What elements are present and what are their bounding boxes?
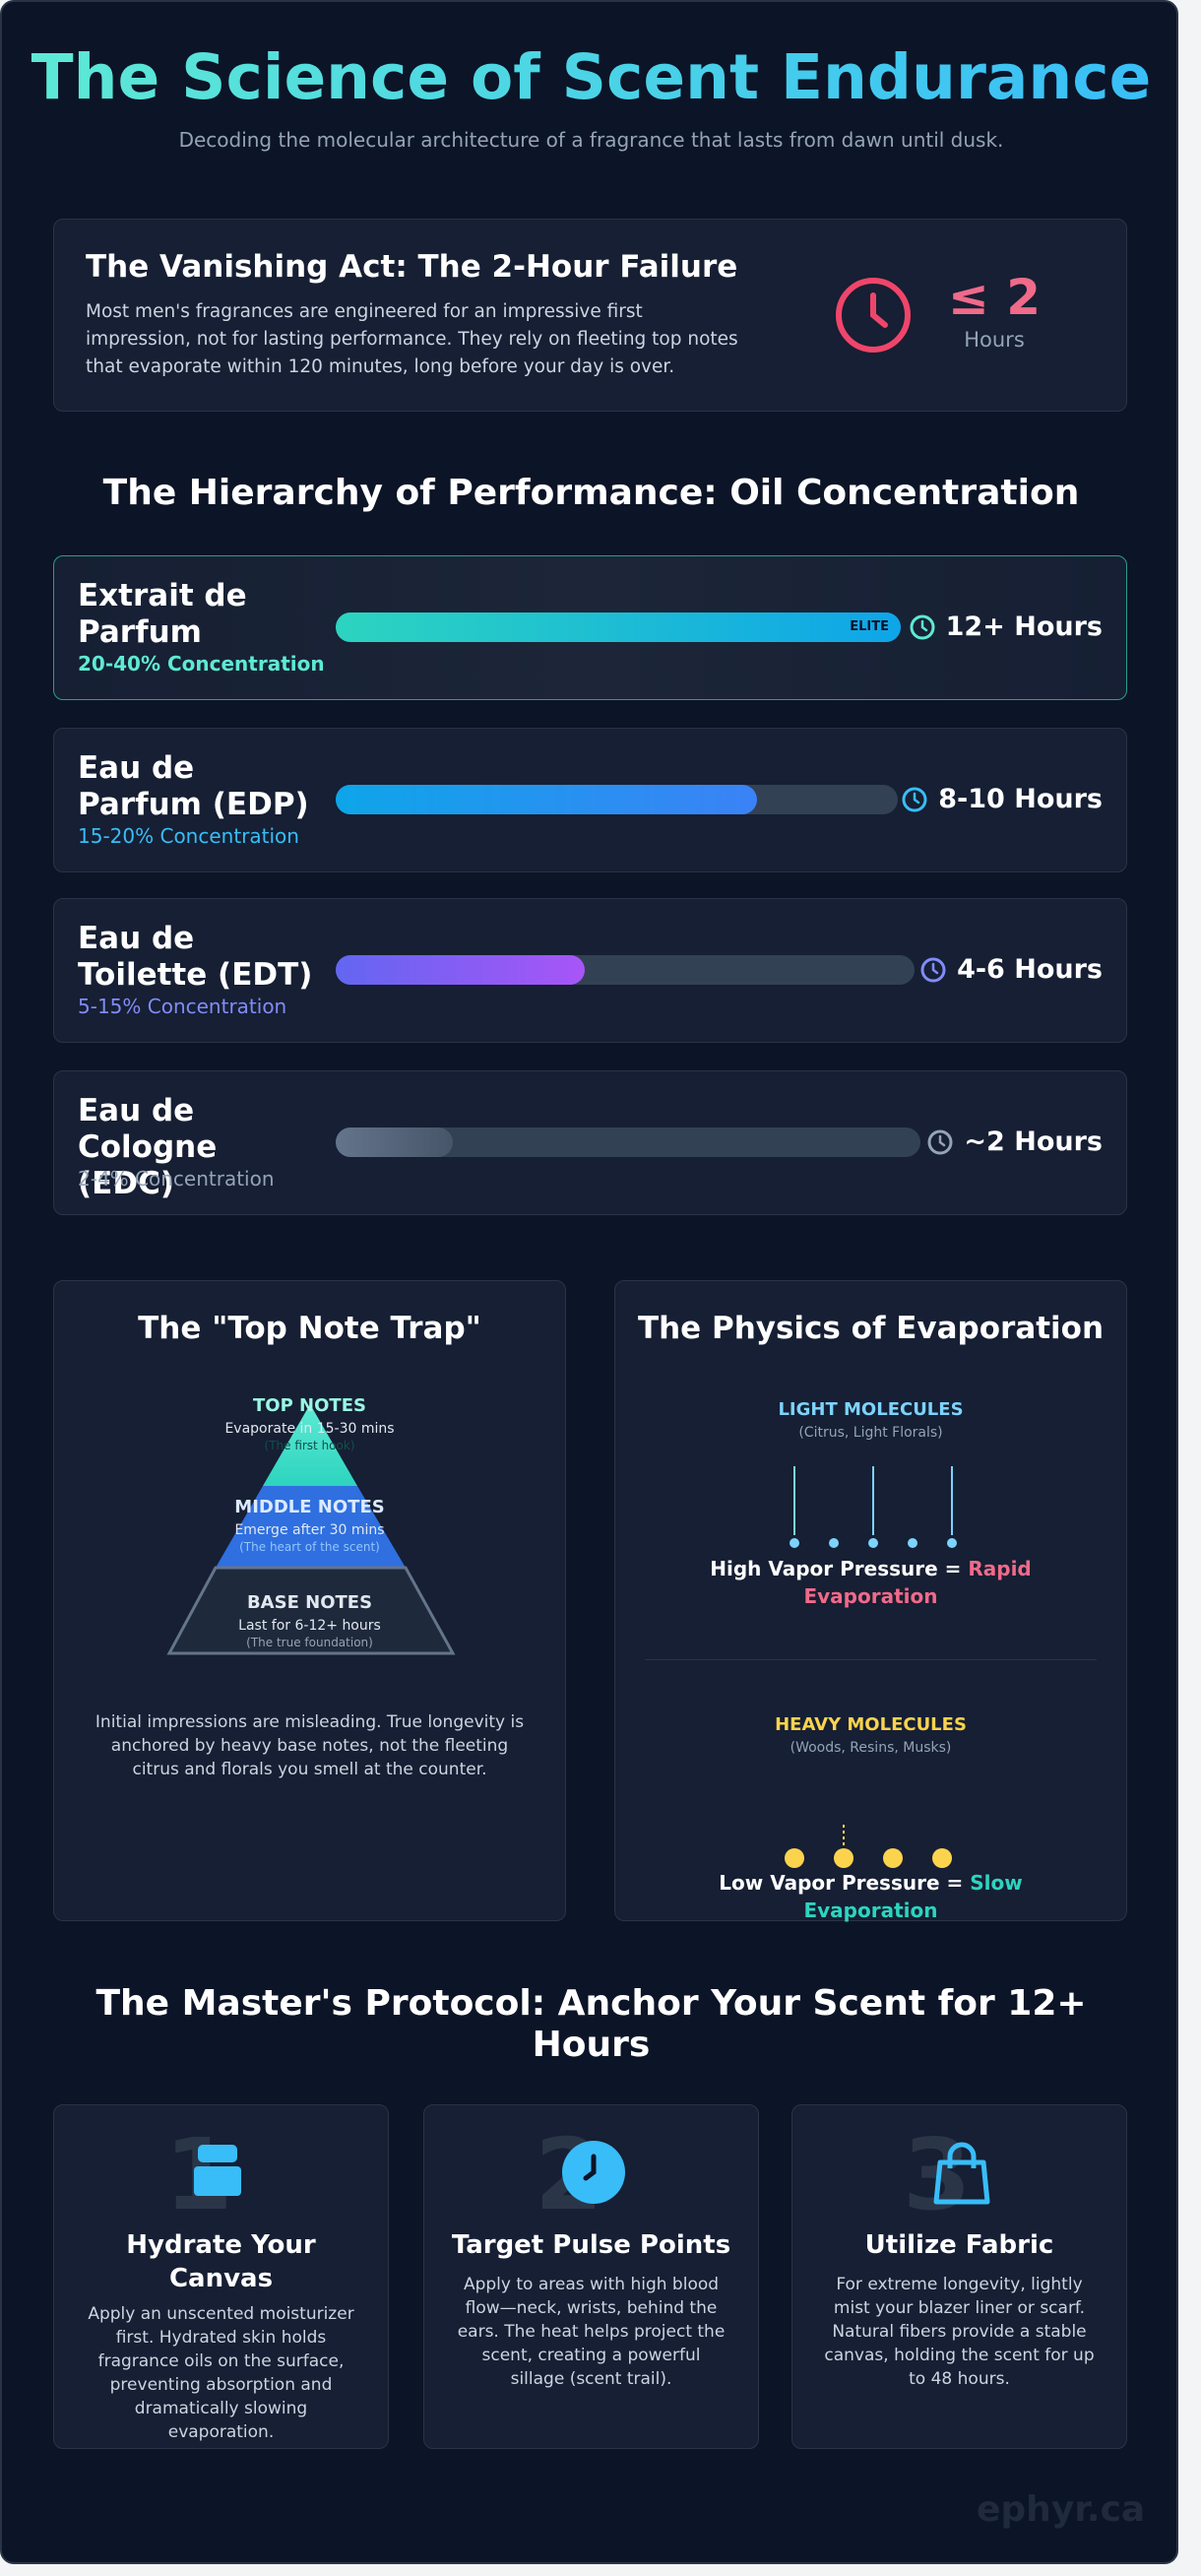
duration: ~2 Hours	[926, 1127, 1103, 1157]
duration-text: 12+ Hours	[945, 612, 1103, 642]
layer-label: MIDDLE NOTES	[234, 1497, 385, 1517]
bar-track: ELITE	[336, 612, 901, 642]
tier-concentration: 20-40% Concentration	[78, 652, 325, 676]
section-title: The Master's Protocol: Anchor Your Scent…	[95, 1983, 1087, 2065]
layer-desc: Emerge after 30 mins	[234, 1522, 385, 1538]
tier-card: Eau de Parfum (EDP) 15-20% Concentration 8…	[53, 728, 1127, 872]
duration-text: 8-10 Hours	[938, 784, 1103, 814]
tier-card: Extrait de Parfum 20-40% Concentration ELI…	[53, 555, 1127, 700]
caption: Initial impressions are misleading. True…	[95, 1712, 525, 1779]
layer-note: (The heart of the scent)	[239, 1540, 380, 1554]
pyramid	[166, 1404, 456, 1655]
bar-track	[336, 955, 915, 985]
layer-note: (The first hook)	[264, 1439, 355, 1452]
step-title: Target Pulse Points	[451, 2230, 731, 2260]
title: The Science of Scent Endurance	[2, 41, 1180, 113]
formula: Low Vapor Pressure = Slow Evaporation	[694, 1869, 1047, 1924]
top-note-card: The "Top Note Trap" Initial impressions …	[53, 1280, 566, 1921]
formula-result: Rapid Evaporation	[803, 1557, 1032, 1608]
tier-name: Eau de Toilette (EDT)	[78, 921, 313, 993]
section-title: The Hierarchy of Performance: Oil Concen…	[102, 473, 1080, 513]
tier-name: Eau de Parfum (EDP)	[78, 750, 309, 822]
duration: 8-10 Hours	[901, 784, 1103, 814]
layer-label: TOP NOTES	[253, 1395, 366, 1416]
duration: 12+ Hours	[909, 612, 1103, 642]
step-text: For extreme longevity, lightly mist your…	[824, 2275, 1095, 2389]
layer-desc: Evaporate in 15-30 mins	[224, 1421, 395, 1437]
watermark: ephyr.ca	[977, 2489, 1146, 2530]
tier-name: Extrait de Parfum	[78, 578, 247, 650]
badge: ELITE	[850, 619, 889, 634]
step-card: 3 Utilize Fabric For extreme longevity, li…	[791, 2104, 1127, 2449]
stat: ≤ 2	[947, 269, 1042, 326]
step-icon	[930, 2141, 995, 2210]
formula-text: High Vapor Pressure =	[710, 1557, 962, 1580]
problem-text: Most men's fragrances are engineered for…	[86, 301, 738, 377]
physics-card: The Physics of Evaporation LIGHT MOLECUL…	[614, 1280, 1127, 1924]
step-text: Apply an unscented moisturizer first. Hy…	[88, 2304, 354, 2442]
duration-text: 4-6 Hours	[957, 954, 1103, 985]
tier-concentration: 5-15% Concentration	[78, 995, 287, 1018]
formula-text: Low Vapor Pressure =	[719, 1871, 964, 1895]
heavy-molecules	[785, 1825, 952, 1868]
problem-title: The Vanishing Act: The 2-Hour Failure	[86, 249, 738, 285]
stat-label: Hours	[964, 328, 1025, 352]
clock-icon	[927, 1129, 953, 1154]
clock-icon	[902, 787, 927, 811]
page: The Science of Scent Endurance Decoding …	[0, 0, 1178, 2564]
molecule-label: HEAVY MOLECULES	[775, 1714, 967, 1735]
step-icon	[562, 2141, 627, 2210]
molecule-label: LIGHT MOLECULES	[778, 1399, 964, 1420]
step-icon	[192, 2141, 257, 2210]
icon	[194, 2145, 241, 2196]
bar-fill	[336, 1127, 453, 1157]
molecule-examples: (Citrus, Light Florals)	[798, 1425, 943, 1441]
layer-desc: Last for 6-12+ hours	[238, 1618, 381, 1634]
tier-concentration: 2-4% Concentration	[78, 1167, 275, 1191]
step-title: Hydrate Your Canvas	[126, 2230, 316, 2293]
duration-text: ~2 Hours	[964, 1127, 1103, 1157]
duration: 4-6 Hours	[919, 954, 1103, 985]
layer-note: (The true foundation)	[246, 1636, 373, 1649]
divider	[645, 1659, 1097, 1660]
clock-icon	[836, 278, 911, 353]
light-molecules	[790, 1466, 957, 1548]
tier-card: Eau de Cologne (EDC) 2-4% Concentration ~2…	[53, 1070, 1127, 1215]
formula: High Vapor Pressure = Rapid Evaporation	[694, 1555, 1047, 1610]
clock-icon	[910, 614, 935, 639]
icon	[562, 2141, 625, 2204]
subtitle: Decoding the molecular architecture of a…	[178, 128, 1004, 152]
molecule-examples: (Woods, Resins, Musks)	[790, 1740, 952, 1756]
tier-card: Eau de Toilette (EDT) 5-15% Concentration…	[53, 898, 1127, 1043]
bar-track	[336, 1127, 920, 1157]
bar-fill	[336, 955, 585, 985]
card-title: The "Top Note Trap"	[138, 1311, 481, 1346]
step-title: Utilize Fabric	[864, 2230, 1054, 2260]
clock-icon	[920, 957, 946, 982]
bar-fill	[336, 785, 758, 814]
tier-name: Eau de Cologne (EDC)	[78, 1093, 218, 1201]
bar-track	[336, 785, 898, 814]
card-title: The Physics of Evaporation	[637, 1311, 1105, 1346]
step-text: Apply to areas with high blood flow—neck…	[457, 2275, 726, 2389]
icon	[933, 2142, 990, 2205]
tier-concentration: 15-20% Concentration	[78, 824, 299, 848]
layer-label: BASE NOTES	[246, 1592, 373, 1613]
problem-card: The Vanishing Act: The 2-Hour Failure Mo…	[53, 219, 1127, 412]
formula-result: Slow Evaporation	[803, 1871, 1023, 1922]
bar-fill: ELITE	[336, 612, 901, 642]
